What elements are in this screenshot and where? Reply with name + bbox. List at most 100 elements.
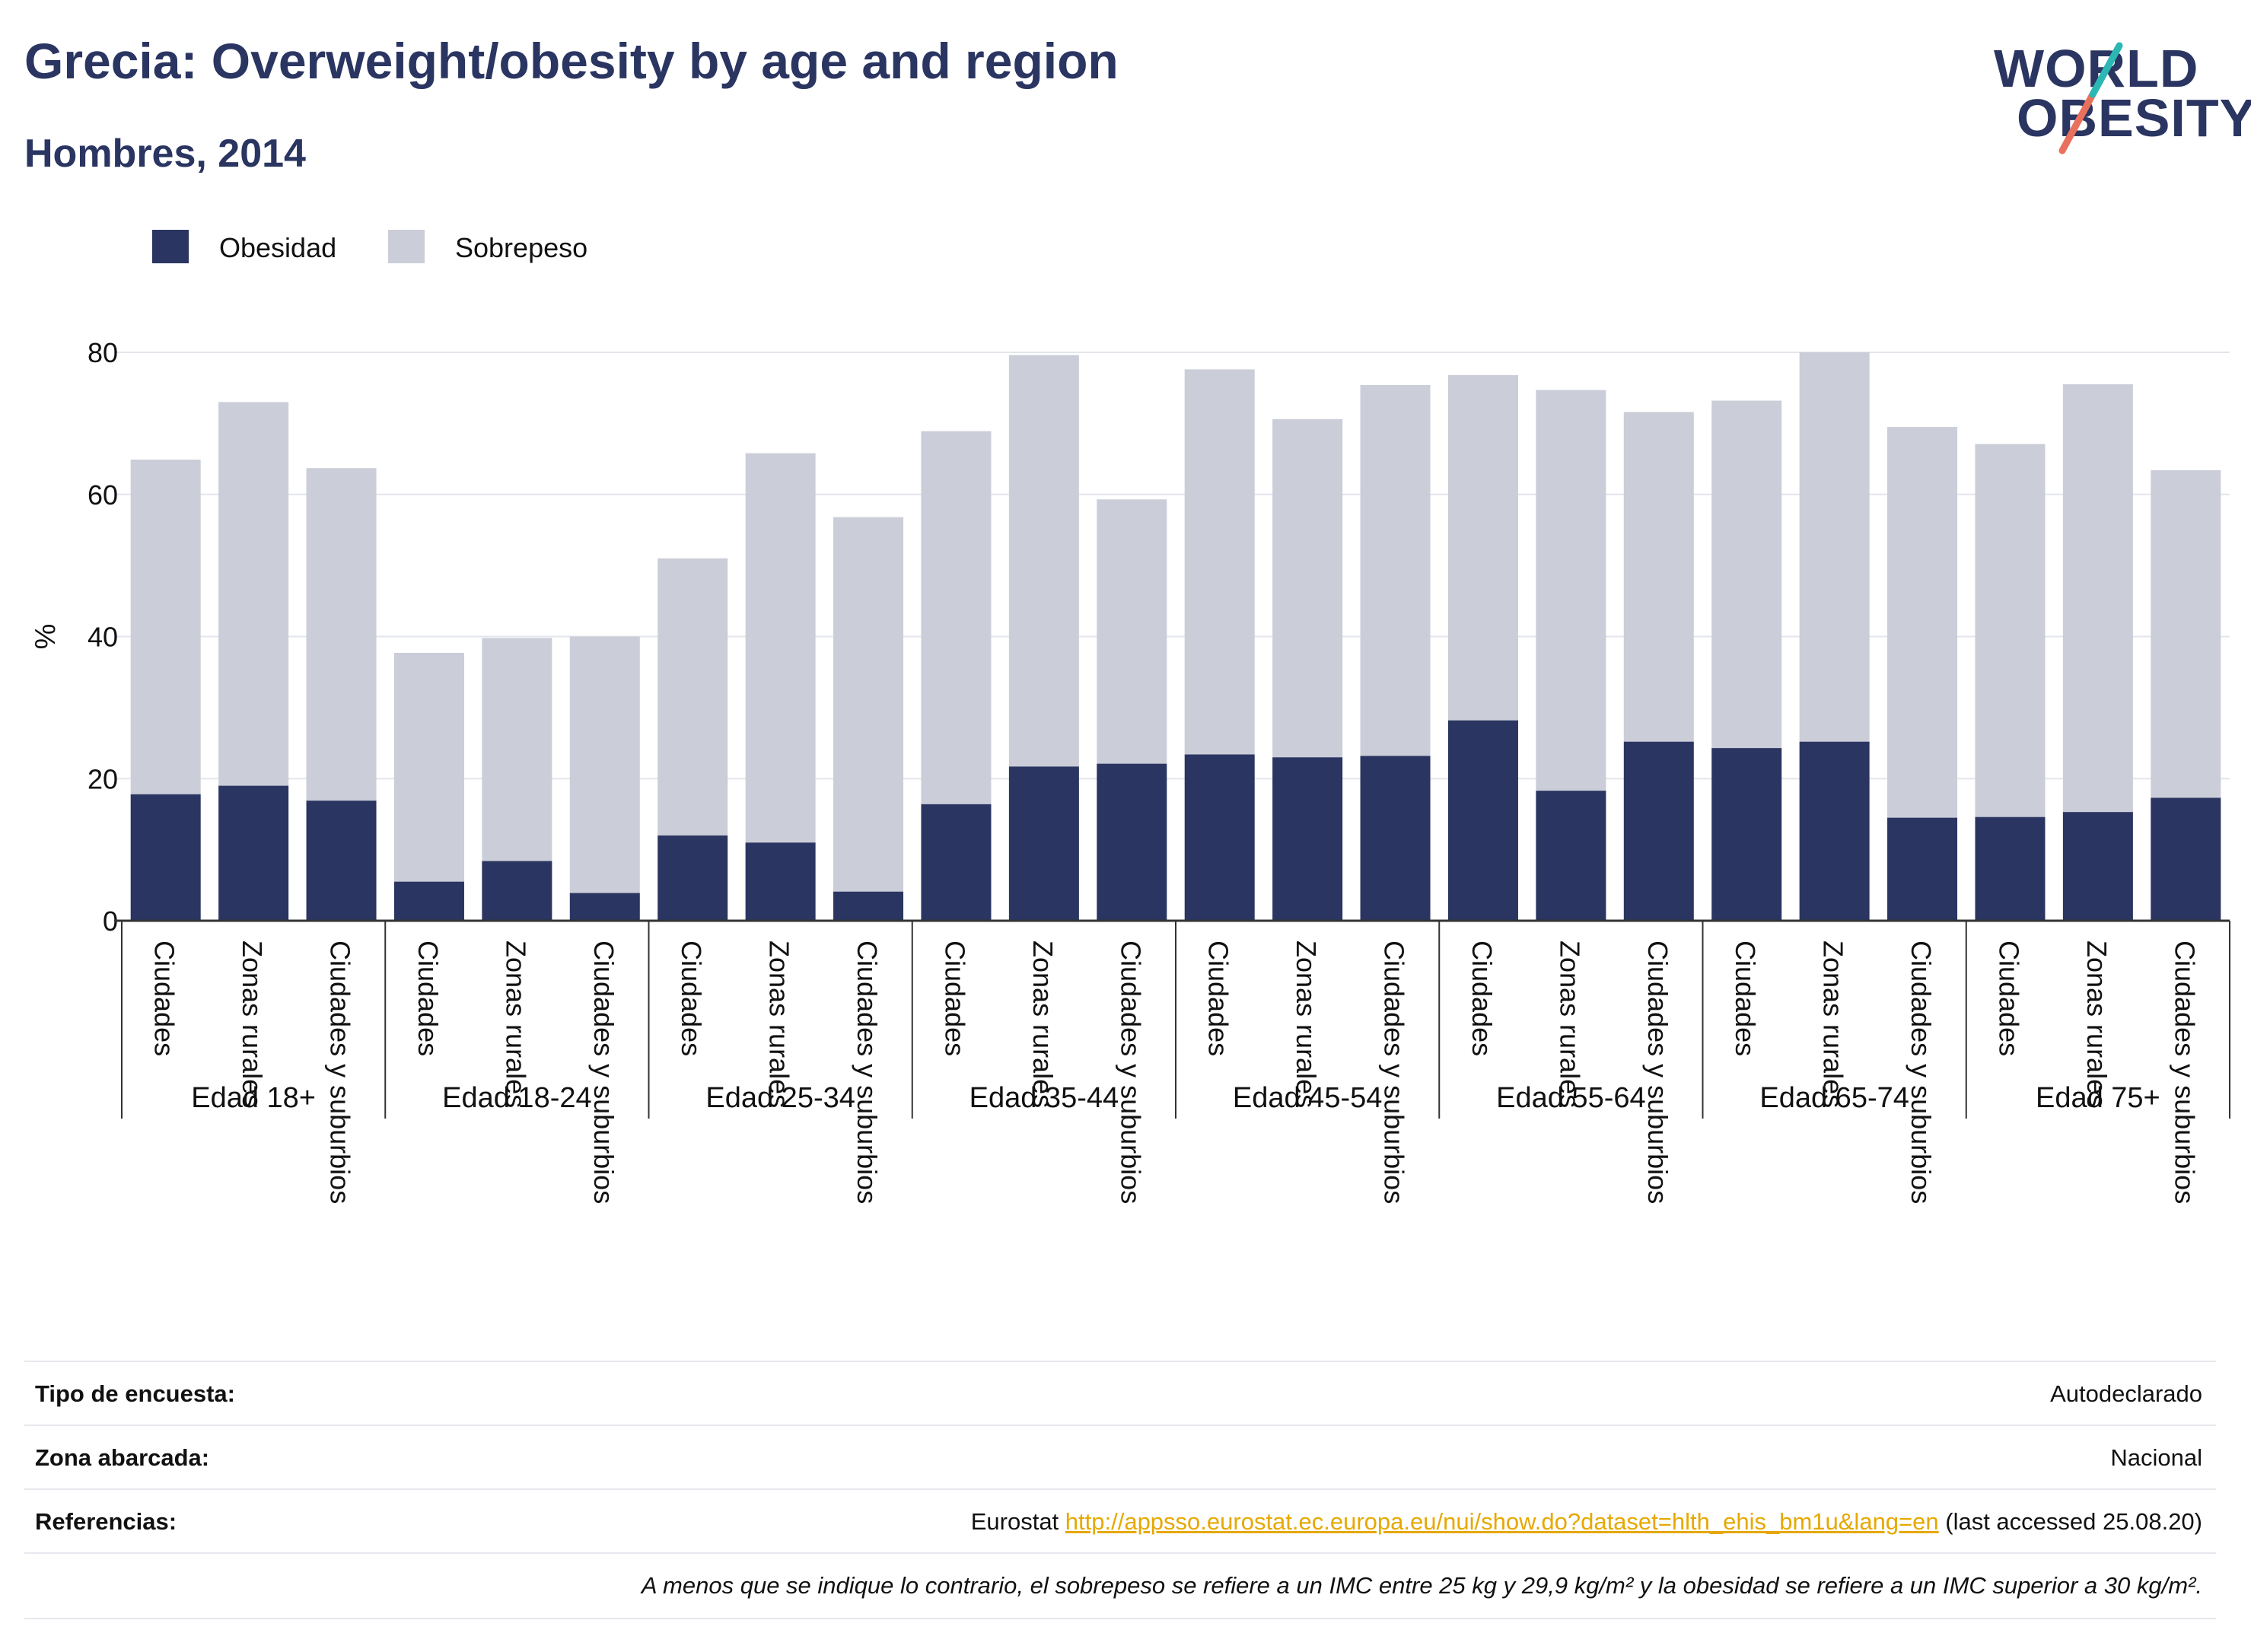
bar-obesidad — [1360, 756, 1431, 921]
group-label: Edad 45-54 — [1233, 1082, 1383, 1114]
bar-obesidad — [1975, 816, 2046, 921]
bar-obesidad — [921, 804, 992, 921]
x-tick-label: Ciudades — [1730, 941, 1761, 1056]
x-tick-label: Ciudades y suburbios — [1906, 941, 1937, 1204]
x-tick-label: Zonas rurales — [1027, 941, 1059, 1108]
area-value: Nacional — [2110, 1444, 2202, 1471]
x-tick-label: Ciudades — [149, 941, 180, 1056]
bar-sobrepeso — [1008, 355, 1079, 767]
legend-swatch-obesidad — [152, 230, 189, 263]
bar-obesidad — [1887, 817, 1958, 921]
bar-sobrepeso — [393, 652, 464, 882]
bar-sobrepeso — [306, 468, 377, 801]
info-row-references: Referencias: Eurostat http://appsso.euro… — [24, 1488, 2216, 1554]
x-tick-label: Ciudades — [676, 941, 707, 1056]
bar-sobrepeso — [1887, 427, 1958, 818]
group-label: Edad 18-24 — [442, 1082, 592, 1114]
x-tick-label: Ciudades y suburbios — [1642, 941, 1673, 1204]
reference-prefix: Eurostat — [970, 1508, 1065, 1535]
bar-obesidad — [218, 785, 289, 921]
x-tick-label: Zonas rurales — [1554, 941, 1585, 1108]
y-tick-label: 80 — [88, 337, 118, 368]
survey-type-value: Autodeclarado — [2050, 1380, 2202, 1407]
bar-obesidad — [130, 794, 201, 921]
x-tick-label: Zonas rurales — [237, 941, 268, 1108]
x-tick-label: Zonas rurales — [764, 941, 795, 1108]
legend-label-obesidad: Obesidad — [219, 232, 336, 263]
x-tick-label: Ciudades y suburbios — [588, 941, 619, 1204]
x-tick-label: Ciudades — [939, 941, 970, 1056]
group-label: Edad 65-74 — [1759, 1082, 1909, 1114]
bar-sobrepeso — [921, 431, 992, 804]
bar-obesidad — [2062, 812, 2133, 921]
references-label: Referencias: — [35, 1508, 177, 1535]
x-tick-label: Ciudades y suburbios — [852, 941, 883, 1204]
reference-suffix: (last accessed 25.08.20) — [1938, 1508, 2202, 1535]
bar-obesidad — [1008, 766, 1079, 921]
bar-obesidad — [1711, 748, 1782, 921]
bar-obesidad — [1536, 791, 1606, 921]
x-tick-label: Ciudades — [412, 941, 444, 1056]
bar-sobrepeso — [1272, 419, 1343, 758]
bar-sobrepeso — [1799, 352, 1870, 742]
info-row-note: A menos que se indique lo contrario, el … — [24, 1552, 2216, 1619]
survey-type-label: Tipo de encuesta: — [35, 1380, 235, 1407]
x-tick-label: Ciudades y suburbios — [1379, 941, 1410, 1204]
reference-link[interactable]: http://appsso.eurostat.ec.europa.eu/nui/… — [1065, 1508, 1939, 1535]
x-tick-label: Ciudades — [1993, 941, 2024, 1056]
logo-line-2: OBESITY — [2017, 88, 2251, 148]
logo-slash-icon — [2058, 42, 2123, 154]
bar-obesidad — [2151, 797, 2221, 921]
bar-obesidad — [1623, 741, 1694, 921]
legend-swatch-sobrepeso — [388, 230, 425, 263]
bar-sobrepeso — [745, 453, 816, 843]
bar-sobrepeso — [1536, 390, 1606, 791]
bar-obesidad — [393, 881, 464, 921]
x-tick-label: Ciudades y suburbios — [1115, 941, 1146, 1204]
bar-obesidad — [745, 842, 816, 921]
bar-sobrepeso — [1097, 499, 1167, 764]
y-axis-label: % — [30, 624, 62, 650]
bar-sobrepeso — [1623, 412, 1694, 742]
x-tick-label: Ciudades — [1466, 941, 1498, 1056]
bar-obesidad — [1097, 763, 1167, 921]
bar-obesidad — [1272, 757, 1343, 921]
group-label: Edad 75+ — [2036, 1082, 2160, 1114]
bar-obesidad — [657, 835, 728, 921]
group-label: Edad 55-64 — [1496, 1082, 1646, 1114]
bar-sobrepeso — [2151, 470, 2221, 798]
info-row-survey: Tipo de encuesta: Autodeclarado — [24, 1361, 2216, 1426]
bar-sobrepeso — [2062, 384, 2133, 813]
bar-sobrepeso — [657, 558, 728, 836]
bar-sobrepeso — [218, 402, 289, 786]
bar-obesidad — [569, 893, 640, 921]
info-row-area: Zona abarcada: Nacional — [24, 1424, 2216, 1490]
bar-sobrepeso — [130, 459, 201, 794]
bar-obesidad — [833, 891, 904, 921]
y-tick-label: 0 — [103, 906, 118, 937]
x-tick-label: Zonas rurales — [1818, 941, 1849, 1108]
bar-obesidad — [1799, 741, 1870, 921]
x-tick-label: Ciudades y suburbios — [2169, 941, 2200, 1204]
definition-note: A menos que se indique lo contrario, el … — [641, 1572, 2202, 1599]
stacked-bar-chart: Obesidad Sobrepeso 0 20 40 60 80% Ciudades Zonas… — [30, 230, 2230, 1204]
y-tick-label: 40 — [88, 622, 118, 653]
bar-sobrepeso — [1360, 384, 1431, 756]
bar-sobrepeso — [1447, 374, 1518, 721]
bar-obesidad — [1184, 754, 1255, 921]
bar-obesidad — [1447, 720, 1518, 921]
x-tick-label: Zonas rurales — [1291, 941, 1322, 1108]
references-value: Eurostat http://appsso.eurostat.ec.europ… — [971, 1508, 2202, 1536]
bar-sobrepeso — [1975, 444, 2046, 817]
y-tick-label: 20 — [88, 763, 118, 794]
bar-sobrepeso — [569, 636, 640, 893]
x-tick-label: Zonas rurales — [500, 941, 531, 1108]
page-title: Grecia: Overweight/obesity by age and re… — [24, 33, 1119, 89]
group-label: Edad 35-44 — [969, 1082, 1119, 1114]
x-tick-label: Ciudades — [1203, 941, 1234, 1056]
y-tick-label: 60 — [88, 479, 118, 511]
bar-sobrepeso — [1711, 400, 1782, 749]
bar-obesidad — [482, 861, 552, 921]
bar-sobrepeso — [833, 517, 904, 892]
bar-sobrepeso — [482, 638, 552, 861]
